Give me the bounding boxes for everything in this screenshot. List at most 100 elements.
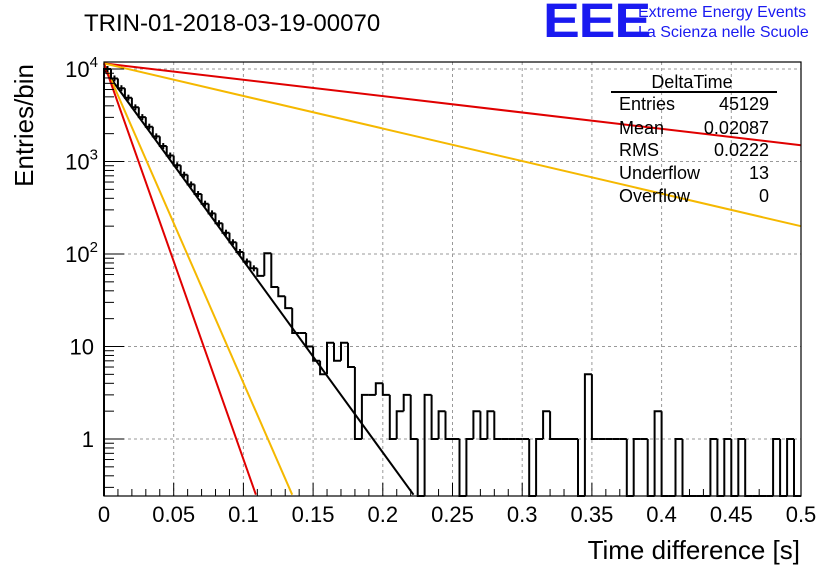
histogram-bin	[284, 296, 293, 310]
histogram-bin	[535, 438, 544, 496]
x-tick-label: 0	[98, 502, 110, 527]
y-tick-label: 103	[65, 147, 98, 175]
histogram-bin	[786, 438, 794, 496]
stats-label-entries: Entries	[619, 94, 675, 114]
histogram-bin	[333, 342, 341, 362]
y-tick-label: 1	[82, 427, 94, 452]
x-tick-label: 0.3	[507, 502, 538, 527]
histogram-bin	[486, 410, 495, 439]
histogram-bin	[549, 411, 557, 440]
x-tick-label: 0.4	[646, 502, 677, 527]
histogram-bin	[235, 242, 244, 253]
histogram-bin	[186, 174, 195, 186]
histogram-bin	[423, 393, 432, 496]
histogram-bin	[221, 223, 230, 234]
stats-value-entries: 45129	[719, 94, 769, 114]
y-axis-label: Entries/bin	[9, 64, 39, 187]
x-tick-label: 0.15	[292, 502, 335, 527]
x-tick-label: 0.05	[152, 502, 195, 527]
histogram-bin	[381, 383, 390, 396]
stats-value-mean: 0.02087	[704, 118, 769, 138]
histogram-bin	[270, 253, 279, 288]
histogram-bin	[116, 78, 125, 90]
fit-line-4	[103, 63, 257, 496]
histogram-bin	[277, 287, 286, 298]
stats-label-mean: Mean	[619, 118, 664, 138]
stats-label-rms: RMS	[619, 140, 659, 160]
histogram-bin	[472, 410, 481, 439]
histogram-bin	[256, 268, 265, 277]
histogram-bin	[151, 126, 160, 138]
histogram-bin	[123, 88, 132, 99]
fit-line-2	[103, 62, 802, 228]
histogram-bin	[681, 439, 690, 497]
fit-line-1	[103, 62, 802, 147]
histogram-bin	[528, 439, 537, 497]
histogram-bin	[444, 411, 453, 440]
histogram-bin	[319, 360, 327, 376]
histogram-bin	[353, 367, 362, 440]
histogram-bin	[312, 346, 321, 362]
x-axis-label: Time difference [s]	[588, 535, 800, 565]
histogram-bin	[249, 261, 258, 270]
histogram-bin	[242, 252, 251, 263]
histogram-bin	[479, 411, 488, 440]
histogram-bin	[437, 410, 446, 439]
histogram-bin	[409, 394, 418, 440]
histogram-bin	[360, 393, 369, 439]
x-tick-label: 0.35	[570, 502, 613, 527]
grid	[104, 62, 801, 496]
histogram-bin	[772, 438, 781, 496]
histogram-bin	[793, 439, 801, 497]
histogram-bin	[395, 410, 404, 439]
axis-ticks: 0 0.05 0.1 0.15 0.2 0.25 0.3 0.35 0.4 0.45 0.5 1 10 1…	[65, 54, 816, 527]
histogram-bin	[374, 382, 383, 395]
histogram-bin	[646, 439, 655, 497]
histogram-bin	[103, 68, 111, 496]
histogram-bin	[172, 155, 181, 167]
histogram-bin	[730, 439, 739, 497]
histogram-bin	[402, 393, 411, 412]
histogram-bin	[144, 117, 153, 128]
stats-title: DeltaTime	[651, 72, 732, 92]
histogram-bin	[660, 411, 669, 497]
histogram-bin	[674, 438, 683, 496]
org-name-line2: La Scienza nelle Scuole	[638, 24, 809, 41]
x-tick-label: 0.25	[431, 502, 474, 527]
histogram-bin	[130, 97, 139, 109]
stats-label-overflow: Overflow	[619, 186, 691, 206]
histogram-bin	[590, 374, 599, 440]
x-tick-label: 0.5	[786, 502, 817, 527]
org-name-line1: Extreme Energy Events	[638, 4, 807, 21]
histogram-bin	[625, 439, 634, 497]
histogram-bin	[577, 439, 585, 497]
y-tick-label: 104	[65, 54, 98, 82]
y-tick-label: 102	[65, 239, 98, 267]
histogram-bin	[207, 203, 216, 215]
stats-label-underflow: Underflow	[619, 163, 701, 183]
x-tick-label: 0.45	[710, 502, 753, 527]
histogram-bin	[716, 439, 725, 497]
eee-logo: EEE	[543, 0, 651, 48]
stats-value-rms: 0.0222	[714, 140, 769, 160]
histogram-bin	[632, 438, 641, 496]
histogram-bin	[214, 213, 223, 225]
histogram-bin	[465, 438, 474, 496]
histogram-bin	[158, 136, 167, 147]
x-tick-label: 0.1	[228, 502, 259, 527]
histogram-bin	[779, 439, 788, 497]
histogram-bin	[291, 308, 300, 334]
histogram-bin	[744, 439, 753, 497]
x-tick-label: 0.2	[368, 502, 399, 527]
histogram-bin	[137, 107, 146, 119]
histogram-bin	[542, 410, 551, 439]
histogram-bin	[737, 438, 746, 496]
histogram-bin	[263, 252, 272, 276]
histogram-bin	[653, 410, 662, 496]
plot-title: TRIN-01-2018-03-19-00070	[84, 10, 381, 37]
fit-line-0	[103, 68, 415, 496]
stats-value-underflow: 13	[749, 163, 769, 183]
histogram-bin	[430, 394, 439, 440]
histogram-bin	[200, 194, 209, 205]
